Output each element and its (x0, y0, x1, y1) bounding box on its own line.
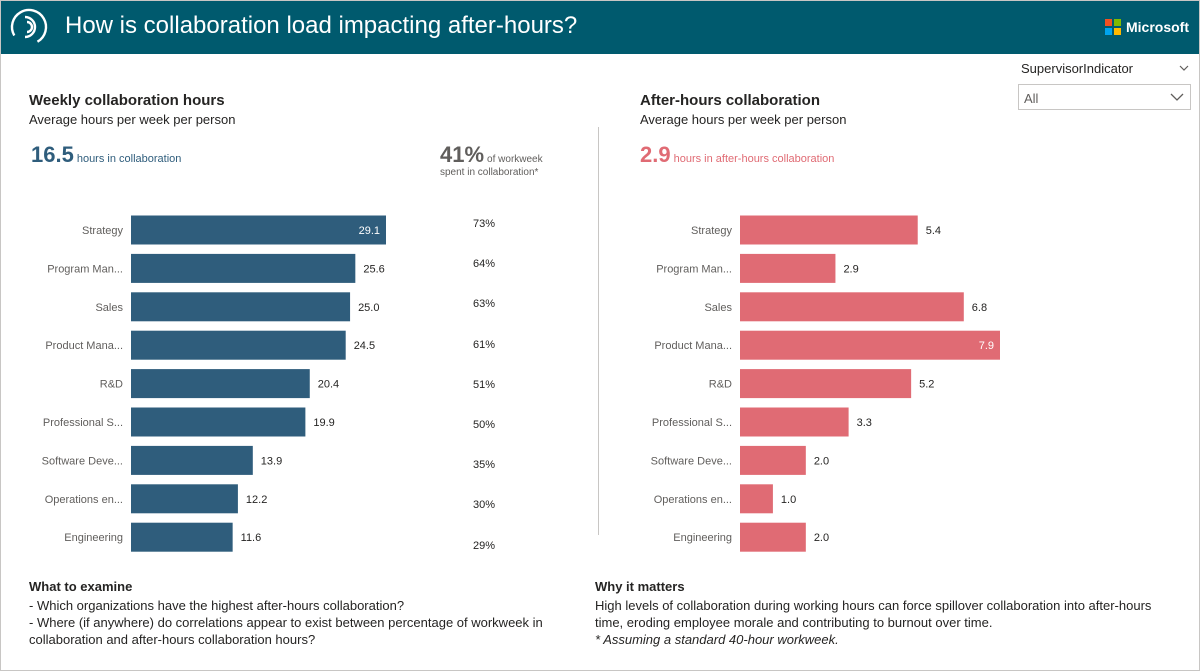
collab-category-label: Sales (95, 302, 123, 314)
collab-category-label: Program Man... (47, 263, 123, 275)
viva-insights-logo-icon (10, 8, 48, 46)
microsoft-brand: Microsoft (1105, 18, 1189, 36)
examine-title: What to examine (29, 579, 133, 594)
collab-category-label: Operations en... (45, 494, 123, 506)
after-hours-value-label: 2.0 (814, 532, 829, 544)
workweek-pct-value-label: 35% (472, 459, 496, 472)
collab-value-label: 24.5 (354, 340, 375, 352)
collab-hours-label: hours in collaboration (76, 153, 182, 165)
after-hours-value-label: 3.3 (857, 417, 872, 429)
examine-line-3: collaboration and after-hours collaborat… (29, 632, 316, 647)
weekly-collab-subtitle: Average hours per week per person (29, 112, 236, 127)
workweek-pct-value-label: 61% (472, 338, 496, 351)
collab-bar[interactable] (131, 215, 386, 245)
after-hours-bar-chart: Strategy 5.4 Program Man... 2.9 Sales 6.8 Prod… (651, 215, 1000, 552)
after-hours-subtitle: Average hours per week per person (640, 112, 847, 127)
workweek-pct-value-label: 51% (472, 378, 496, 391)
workweek-pct-value-label: 64% (472, 258, 496, 271)
after-hours-category-label: Product Mana... (654, 340, 732, 352)
matters-footnote: * Assuming a standard 40-hour workweek. (595, 632, 839, 647)
collab-value-label: 25.0 (358, 302, 379, 314)
collab-hours-kpi: 16.5 hours in collaboration (31, 142, 181, 168)
matters-line-1: High levels of collaboration during work… (595, 598, 1152, 613)
collab-bar[interactable] (131, 445, 253, 475)
microsoft-logo-icon (1105, 19, 1121, 35)
slicer-label: SupervisorIndicator (1021, 61, 1133, 76)
collab-bar[interactable] (131, 330, 346, 360)
workweek-pct-value-label: 73% (472, 218, 496, 230)
after-hours-category-label: Professional S... (652, 417, 732, 429)
after-hours-category-label: R&D (709, 379, 732, 391)
after-hours-value-label: 7.9 (979, 340, 994, 352)
collab-category-label: Engineering (64, 532, 123, 544)
after-hours-category-label: Software Deve... (651, 455, 732, 467)
collab-bar[interactable] (131, 484, 238, 514)
weekly-collab-bar-chart: Strategy 29.1 Program Man... 25.6 Sales 25.0 P… (42, 215, 386, 552)
after-hours-bar[interactable] (740, 330, 1000, 360)
matters-line-2: time, eroding employee morale and contri… (595, 615, 993, 630)
after-hours-bar[interactable] (740, 369, 912, 399)
collab-bar[interactable] (131, 292, 351, 322)
after-hours-value-label: 2.9 (843, 263, 858, 275)
workweek-pct-value-label: 63% (472, 298, 496, 311)
after-hours-value: 2.9 (640, 142, 671, 167)
after-hours-category-label: Program Man... (656, 263, 732, 275)
supervisor-dropdown[interactable]: All (1018, 84, 1191, 110)
after-hours-bar[interactable] (740, 522, 806, 552)
examine-line-2: - Where (if anywhere) do correlations ap… (29, 615, 543, 630)
collab-value-label: 25.6 (363, 263, 384, 275)
collab-value-label: 29.1 (359, 225, 380, 237)
after-hours-bar[interactable] (740, 407, 849, 437)
collab-bar[interactable] (131, 522, 233, 552)
after-hours-category-label: Operations en... (654, 494, 732, 506)
after-hours-value-label: 5.2 (919, 379, 934, 391)
workweek-pct-value-label: 30% (472, 499, 496, 512)
after-hours-bar[interactable] (740, 215, 918, 245)
examine-line-1: - Which organizations have the highest a… (29, 598, 405, 613)
workweek-pct-value-label: 29% (472, 539, 496, 552)
after-hours-category-label: Engineering (673, 532, 732, 544)
weekly-collab-title: Weekly collaboration hours (29, 92, 225, 109)
after-hours-category-label: Strategy (691, 225, 732, 237)
collab-value-label: 19.9 (313, 417, 334, 429)
collab-value-label: 12.2 (246, 494, 267, 506)
after-hours-value-label: 6.8 (972, 302, 987, 314)
after-hours-title: After-hours collaboration (640, 92, 821, 109)
collab-category-label: R&D (100, 379, 123, 391)
after-hours-bar[interactable] (740, 292, 964, 322)
collab-hours-value: 16.5 (31, 142, 74, 167)
after-hours-bar[interactable] (740, 484, 773, 514)
collab-value-label: 11.6 (241, 532, 262, 544)
after-hours-label: hours in after-hours collaboration (673, 153, 835, 165)
report-header: How is collaboration load impacting afte… (1, 1, 1199, 54)
page-title: How is collaboration load impacting afte… (65, 12, 578, 39)
collab-bar[interactable] (131, 407, 306, 437)
after-hours-value-label: 5.4 (926, 225, 941, 237)
collab-category-label: Strategy (82, 225, 123, 237)
collab-value-label: 20.4 (318, 379, 339, 391)
slicer-collapse-chevron-icon[interactable] (1178, 62, 1190, 74)
collab-category-label: Professional S... (43, 417, 123, 429)
collab-value-label: 13.9 (261, 455, 282, 467)
after-hours-bar[interactable] (740, 253, 836, 283)
section-divider (598, 127, 599, 535)
workweek-pct-value-label: 50% (472, 419, 496, 431)
collab-bar[interactable] (131, 369, 310, 399)
after-hours-value-label: 1.0 (781, 494, 796, 506)
collab-category-label: Product Mana... (45, 340, 123, 352)
workweek-pct-value: 41% (440, 142, 485, 167)
chevron-down-icon (1170, 93, 1184, 101)
workweek-pct-label-2: spent in collaboration* (440, 167, 539, 178)
supervisor-dropdown-value: All (1024, 91, 1039, 106)
after-hours-bar[interactable] (740, 445, 806, 475)
collab-bar[interactable] (131, 253, 356, 283)
after-hours-kpi: 2.9 hours in after-hours collaboration (640, 142, 834, 168)
workweek-pct-kpi: 41% of workweek spent in collaboration* (440, 142, 543, 178)
workweek-pct-label-1: of workweek (487, 154, 543, 165)
collab-category-label: Software Deve... (42, 455, 123, 467)
after-hours-category-label: Sales (704, 302, 732, 314)
after-hours-value-label: 2.0 (814, 455, 829, 467)
microsoft-label: Microsoft (1126, 19, 1189, 35)
matters-title: Why it matters (595, 579, 685, 594)
